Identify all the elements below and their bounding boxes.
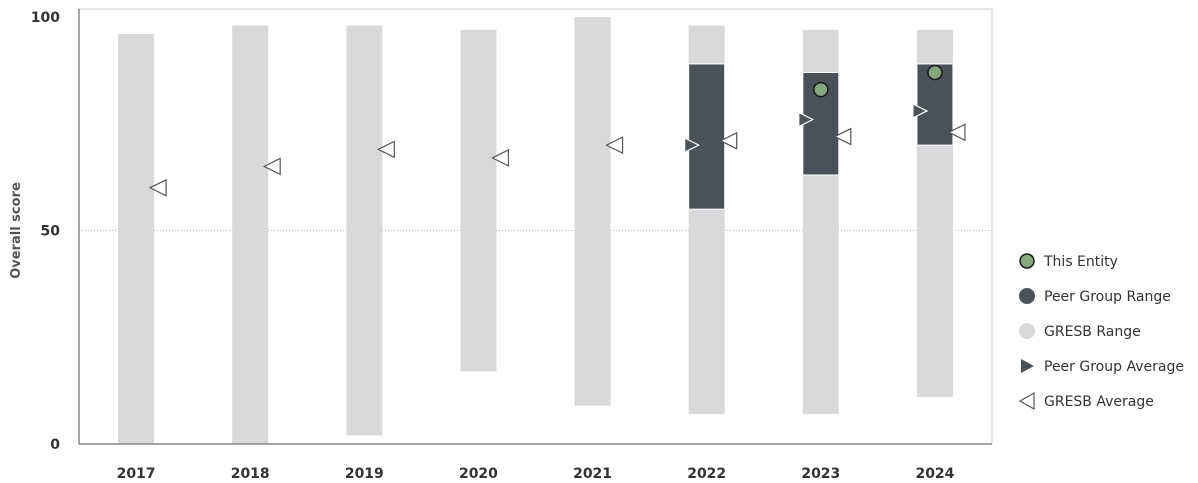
gresb-range-bar-2020 [460, 29, 497, 372]
legend-item-gresb-average: GRESB Average [1018, 391, 1154, 411]
legend-item-this-entity: This Entity [1019, 253, 1118, 270]
legend-label-this-entity: This Entity [1043, 254, 1118, 270]
gresb-average-marker-2020 [491, 148, 510, 167]
legend-peer-range-marker [1019, 288, 1035, 304]
x-tick-label-2021: 2021 [573, 466, 612, 482]
y-tick-label-50: 50 [41, 224, 61, 240]
peer-average-marker-2023 [798, 111, 815, 128]
gresb-average-marker-2022 [719, 131, 738, 150]
x-tick-label-2017: 2017 [117, 466, 156, 482]
gresb-range-bar-2018 [232, 25, 269, 444]
legend-label-gresb-average: GRESB Average [1044, 394, 1154, 410]
gresb-range-bar-2021 [574, 17, 611, 406]
axes: 0 50 100 2017 2018 2019 2020 2021 2022 2023 2024 Ov… [9, 8, 993, 482]
legend-label-gresb-range: GRESB Range [1044, 324, 1141, 340]
gresb-average-marker-2021 [605, 136, 624, 155]
legend-label-peer-group-range: Peer Group Range [1044, 289, 1171, 305]
peer-average-marker-2022 [684, 137, 701, 154]
gresb-average-marker-2018 [262, 157, 281, 176]
x-tick-label-2019: 2019 [345, 466, 384, 482]
legend-gresb-average-marker [1018, 391, 1035, 411]
y-axis-title: Overall score [9, 182, 24, 279]
legend-peer-average-marker [1021, 359, 1034, 373]
y-tick-label-0: 0 [50, 437, 60, 453]
plot-area [79, 17, 992, 444]
entity-marker-2023 [813, 81, 829, 98]
x-tick-label-2024: 2024 [915, 466, 954, 482]
gresb-average-marker-2023 [833, 127, 852, 146]
y-tick-label-100: 100 [31, 10, 60, 26]
gresb-average-marker-2019 [376, 140, 395, 159]
gresb-average-marker-2017 [148, 178, 167, 197]
plot-frame [78, 8, 993, 445]
legend-item-peer-group-range: Peer Group Range [1019, 288, 1171, 305]
gresb-average-marker-2024 [947, 123, 966, 142]
legend-item-gresb-range: GRESB Range [1019, 323, 1141, 340]
x-tick-label-2023: 2023 [801, 466, 840, 482]
legend-label-peer-group-average: Peer Group Average [1044, 359, 1184, 375]
x-tick-label-2022: 2022 [687, 466, 726, 482]
x-tick-label-2020: 2020 [459, 466, 498, 482]
gresb-range-bar-2019 [346, 25, 383, 436]
peer-average-marker-2024 [912, 102, 929, 119]
gresb-range-bar-2017 [118, 34, 155, 444]
legend: This Entity Peer Group Range GRESB Range Pe… [1018, 253, 1184, 411]
legend-item-peer-group-average: Peer Group Average [1021, 359, 1184, 375]
x-tick-label-2018: 2018 [231, 466, 270, 482]
legend-entity-marker [1019, 253, 1035, 269]
entity-marker-2024 [927, 64, 943, 81]
peer-range-bar-2022 [688, 63, 726, 210]
legend-gresb-range-marker [1019, 323, 1035, 339]
